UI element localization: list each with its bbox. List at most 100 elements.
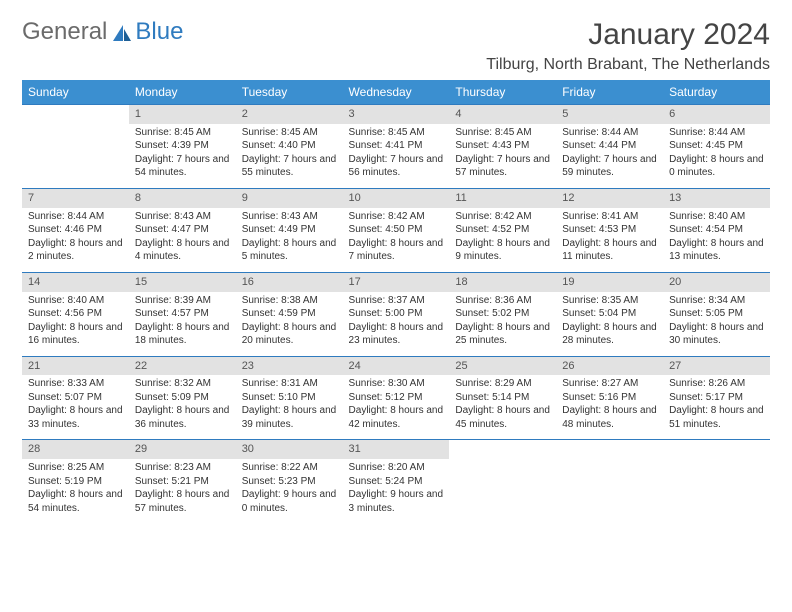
daylight-line: Daylight: 7 hours and 54 minutes. <box>135 153 230 180</box>
sunrise-line: Sunrise: 8:33 AM <box>28 377 123 391</box>
daylight-line: Daylight: 8 hours and 9 minutes. <box>455 237 550 264</box>
day-number-cell: 28 <box>22 440 129 459</box>
day-detail-cell: Sunrise: 8:43 AMSunset: 4:49 PMDaylight:… <box>236 208 343 273</box>
day-number-cell: 5 <box>556 105 663 124</box>
day-number-cell: 6 <box>663 105 770 124</box>
day-number-cell: 31 <box>343 440 450 459</box>
day-detail-cell: Sunrise: 8:38 AMSunset: 4:59 PMDaylight:… <box>236 292 343 357</box>
sunset-line: Sunset: 4:43 PM <box>455 139 550 153</box>
day-detail-cell: Sunrise: 8:37 AMSunset: 5:00 PMDaylight:… <box>343 292 450 357</box>
day-number-cell: 8 <box>129 188 236 207</box>
day-number-row: 78910111213 <box>22 188 770 207</box>
day-number-row: 21222324252627 <box>22 356 770 375</box>
day-number-cell: 22 <box>129 356 236 375</box>
sunrise-line: Sunrise: 8:36 AM <box>455 294 550 308</box>
day-number-row: 14151617181920 <box>22 272 770 291</box>
daylight-line: Daylight: 7 hours and 56 minutes. <box>349 153 444 180</box>
sunrise-line: Sunrise: 8:38 AM <box>242 294 337 308</box>
month-title: January 2024 <box>486 18 770 52</box>
daylight-line: Daylight: 7 hours and 57 minutes. <box>455 153 550 180</box>
weekday-header: Thursday <box>449 80 556 105</box>
day-detail-cell: Sunrise: 8:26 AMSunset: 5:17 PMDaylight:… <box>663 375 770 440</box>
weekday-header: Monday <box>129 80 236 105</box>
daylight-line: Daylight: 8 hours and 16 minutes. <box>28 321 123 348</box>
daylight-line: Daylight: 7 hours and 55 minutes. <box>242 153 337 180</box>
day-detail-cell: Sunrise: 8:42 AMSunset: 4:52 PMDaylight:… <box>449 208 556 273</box>
day-detail-cell: Sunrise: 8:45 AMSunset: 4:40 PMDaylight:… <box>236 124 343 189</box>
sunset-line: Sunset: 5:02 PM <box>455 307 550 321</box>
day-detail-cell: Sunrise: 8:25 AMSunset: 5:19 PMDaylight:… <box>22 459 129 523</box>
sunset-line: Sunset: 5:10 PM <box>242 391 337 405</box>
sunset-line: Sunset: 5:05 PM <box>669 307 764 321</box>
weekday-header: Wednesday <box>343 80 450 105</box>
daylight-line: Daylight: 8 hours and 11 minutes. <box>562 237 657 264</box>
day-detail-cell: Sunrise: 8:23 AMSunset: 5:21 PMDaylight:… <box>129 459 236 523</box>
sunset-line: Sunset: 5:00 PM <box>349 307 444 321</box>
day-detail-cell <box>22 124 129 189</box>
day-detail-cell: Sunrise: 8:39 AMSunset: 4:57 PMDaylight:… <box>129 292 236 357</box>
day-detail-cell: Sunrise: 8:41 AMSunset: 4:53 PMDaylight:… <box>556 208 663 273</box>
daylight-line: Daylight: 8 hours and 48 minutes. <box>562 404 657 431</box>
daylight-line: Daylight: 8 hours and 36 minutes. <box>135 404 230 431</box>
day-number-cell: 12 <box>556 188 663 207</box>
sunrise-line: Sunrise: 8:43 AM <box>135 210 230 224</box>
sunrise-line: Sunrise: 8:43 AM <box>242 210 337 224</box>
sunset-line: Sunset: 5:07 PM <box>28 391 123 405</box>
day-number-cell: 10 <box>343 188 450 207</box>
brand-logo: General Blue <box>22 18 183 46</box>
day-number-cell: 13 <box>663 188 770 207</box>
sunrise-line: Sunrise: 8:41 AM <box>562 210 657 224</box>
weekday-header: Tuesday <box>236 80 343 105</box>
sunset-line: Sunset: 4:40 PM <box>242 139 337 153</box>
sunset-line: Sunset: 5:21 PM <box>135 475 230 489</box>
daylight-line: Daylight: 9 hours and 0 minutes. <box>242 488 337 515</box>
daylight-line: Daylight: 8 hours and 33 minutes. <box>28 404 123 431</box>
day-number-cell <box>663 440 770 459</box>
sunrise-line: Sunrise: 8:45 AM <box>349 126 444 140</box>
day-detail-cell: Sunrise: 8:36 AMSunset: 5:02 PMDaylight:… <box>449 292 556 357</box>
daylight-line: Daylight: 8 hours and 28 minutes. <box>562 321 657 348</box>
day-detail-cell: Sunrise: 8:42 AMSunset: 4:50 PMDaylight:… <box>343 208 450 273</box>
day-number-cell: 19 <box>556 272 663 291</box>
sunrise-line: Sunrise: 8:42 AM <box>349 210 444 224</box>
sunset-line: Sunset: 5:19 PM <box>28 475 123 489</box>
day-number-cell: 27 <box>663 356 770 375</box>
sunset-line: Sunset: 4:45 PM <box>669 139 764 153</box>
day-detail-cell: Sunrise: 8:32 AMSunset: 5:09 PMDaylight:… <box>129 375 236 440</box>
sunrise-line: Sunrise: 8:26 AM <box>669 377 764 391</box>
page-header: General Blue January 2024 Tilburg, North… <box>22 18 770 74</box>
daylight-line: Daylight: 8 hours and 51 minutes. <box>669 404 764 431</box>
sunrise-line: Sunrise: 8:37 AM <box>349 294 444 308</box>
sunset-line: Sunset: 5:24 PM <box>349 475 444 489</box>
day-detail-cell <box>556 459 663 523</box>
sunset-line: Sunset: 4:44 PM <box>562 139 657 153</box>
day-number-cell: 15 <box>129 272 236 291</box>
day-number-cell: 23 <box>236 356 343 375</box>
title-block: January 2024 Tilburg, North Brabant, The… <box>486 18 770 74</box>
sunrise-line: Sunrise: 8:34 AM <box>669 294 764 308</box>
daylight-line: Daylight: 8 hours and 54 minutes. <box>28 488 123 515</box>
day-detail-cell: Sunrise: 8:30 AMSunset: 5:12 PMDaylight:… <box>343 375 450 440</box>
day-detail-cell: Sunrise: 8:29 AMSunset: 5:14 PMDaylight:… <box>449 375 556 440</box>
day-number-cell: 3 <box>343 105 450 124</box>
daylight-line: Daylight: 8 hours and 25 minutes. <box>455 321 550 348</box>
day-number-cell: 14 <box>22 272 129 291</box>
sunset-line: Sunset: 4:56 PM <box>28 307 123 321</box>
daylight-line: Daylight: 7 hours and 59 minutes. <box>562 153 657 180</box>
day-detail-cell: Sunrise: 8:45 AMSunset: 4:39 PMDaylight:… <box>129 124 236 189</box>
daylight-line: Daylight: 8 hours and 13 minutes. <box>669 237 764 264</box>
sunrise-line: Sunrise: 8:27 AM <box>562 377 657 391</box>
day-detail-cell: Sunrise: 8:43 AMSunset: 4:47 PMDaylight:… <box>129 208 236 273</box>
daylight-line: Daylight: 8 hours and 20 minutes. <box>242 321 337 348</box>
day-number-cell: 11 <box>449 188 556 207</box>
sunset-line: Sunset: 4:50 PM <box>349 223 444 237</box>
daylight-line: Daylight: 8 hours and 7 minutes. <box>349 237 444 264</box>
sunrise-line: Sunrise: 8:44 AM <box>28 210 123 224</box>
brand-part2: Blue <box>135 18 183 46</box>
day-detail-cell: Sunrise: 8:27 AMSunset: 5:16 PMDaylight:… <box>556 375 663 440</box>
weekday-header: Saturday <box>663 80 770 105</box>
day-number-cell: 9 <box>236 188 343 207</box>
brand-part1: General <box>22 18 107 46</box>
day-number-cell: 7 <box>22 188 129 207</box>
sunrise-line: Sunrise: 8:29 AM <box>455 377 550 391</box>
